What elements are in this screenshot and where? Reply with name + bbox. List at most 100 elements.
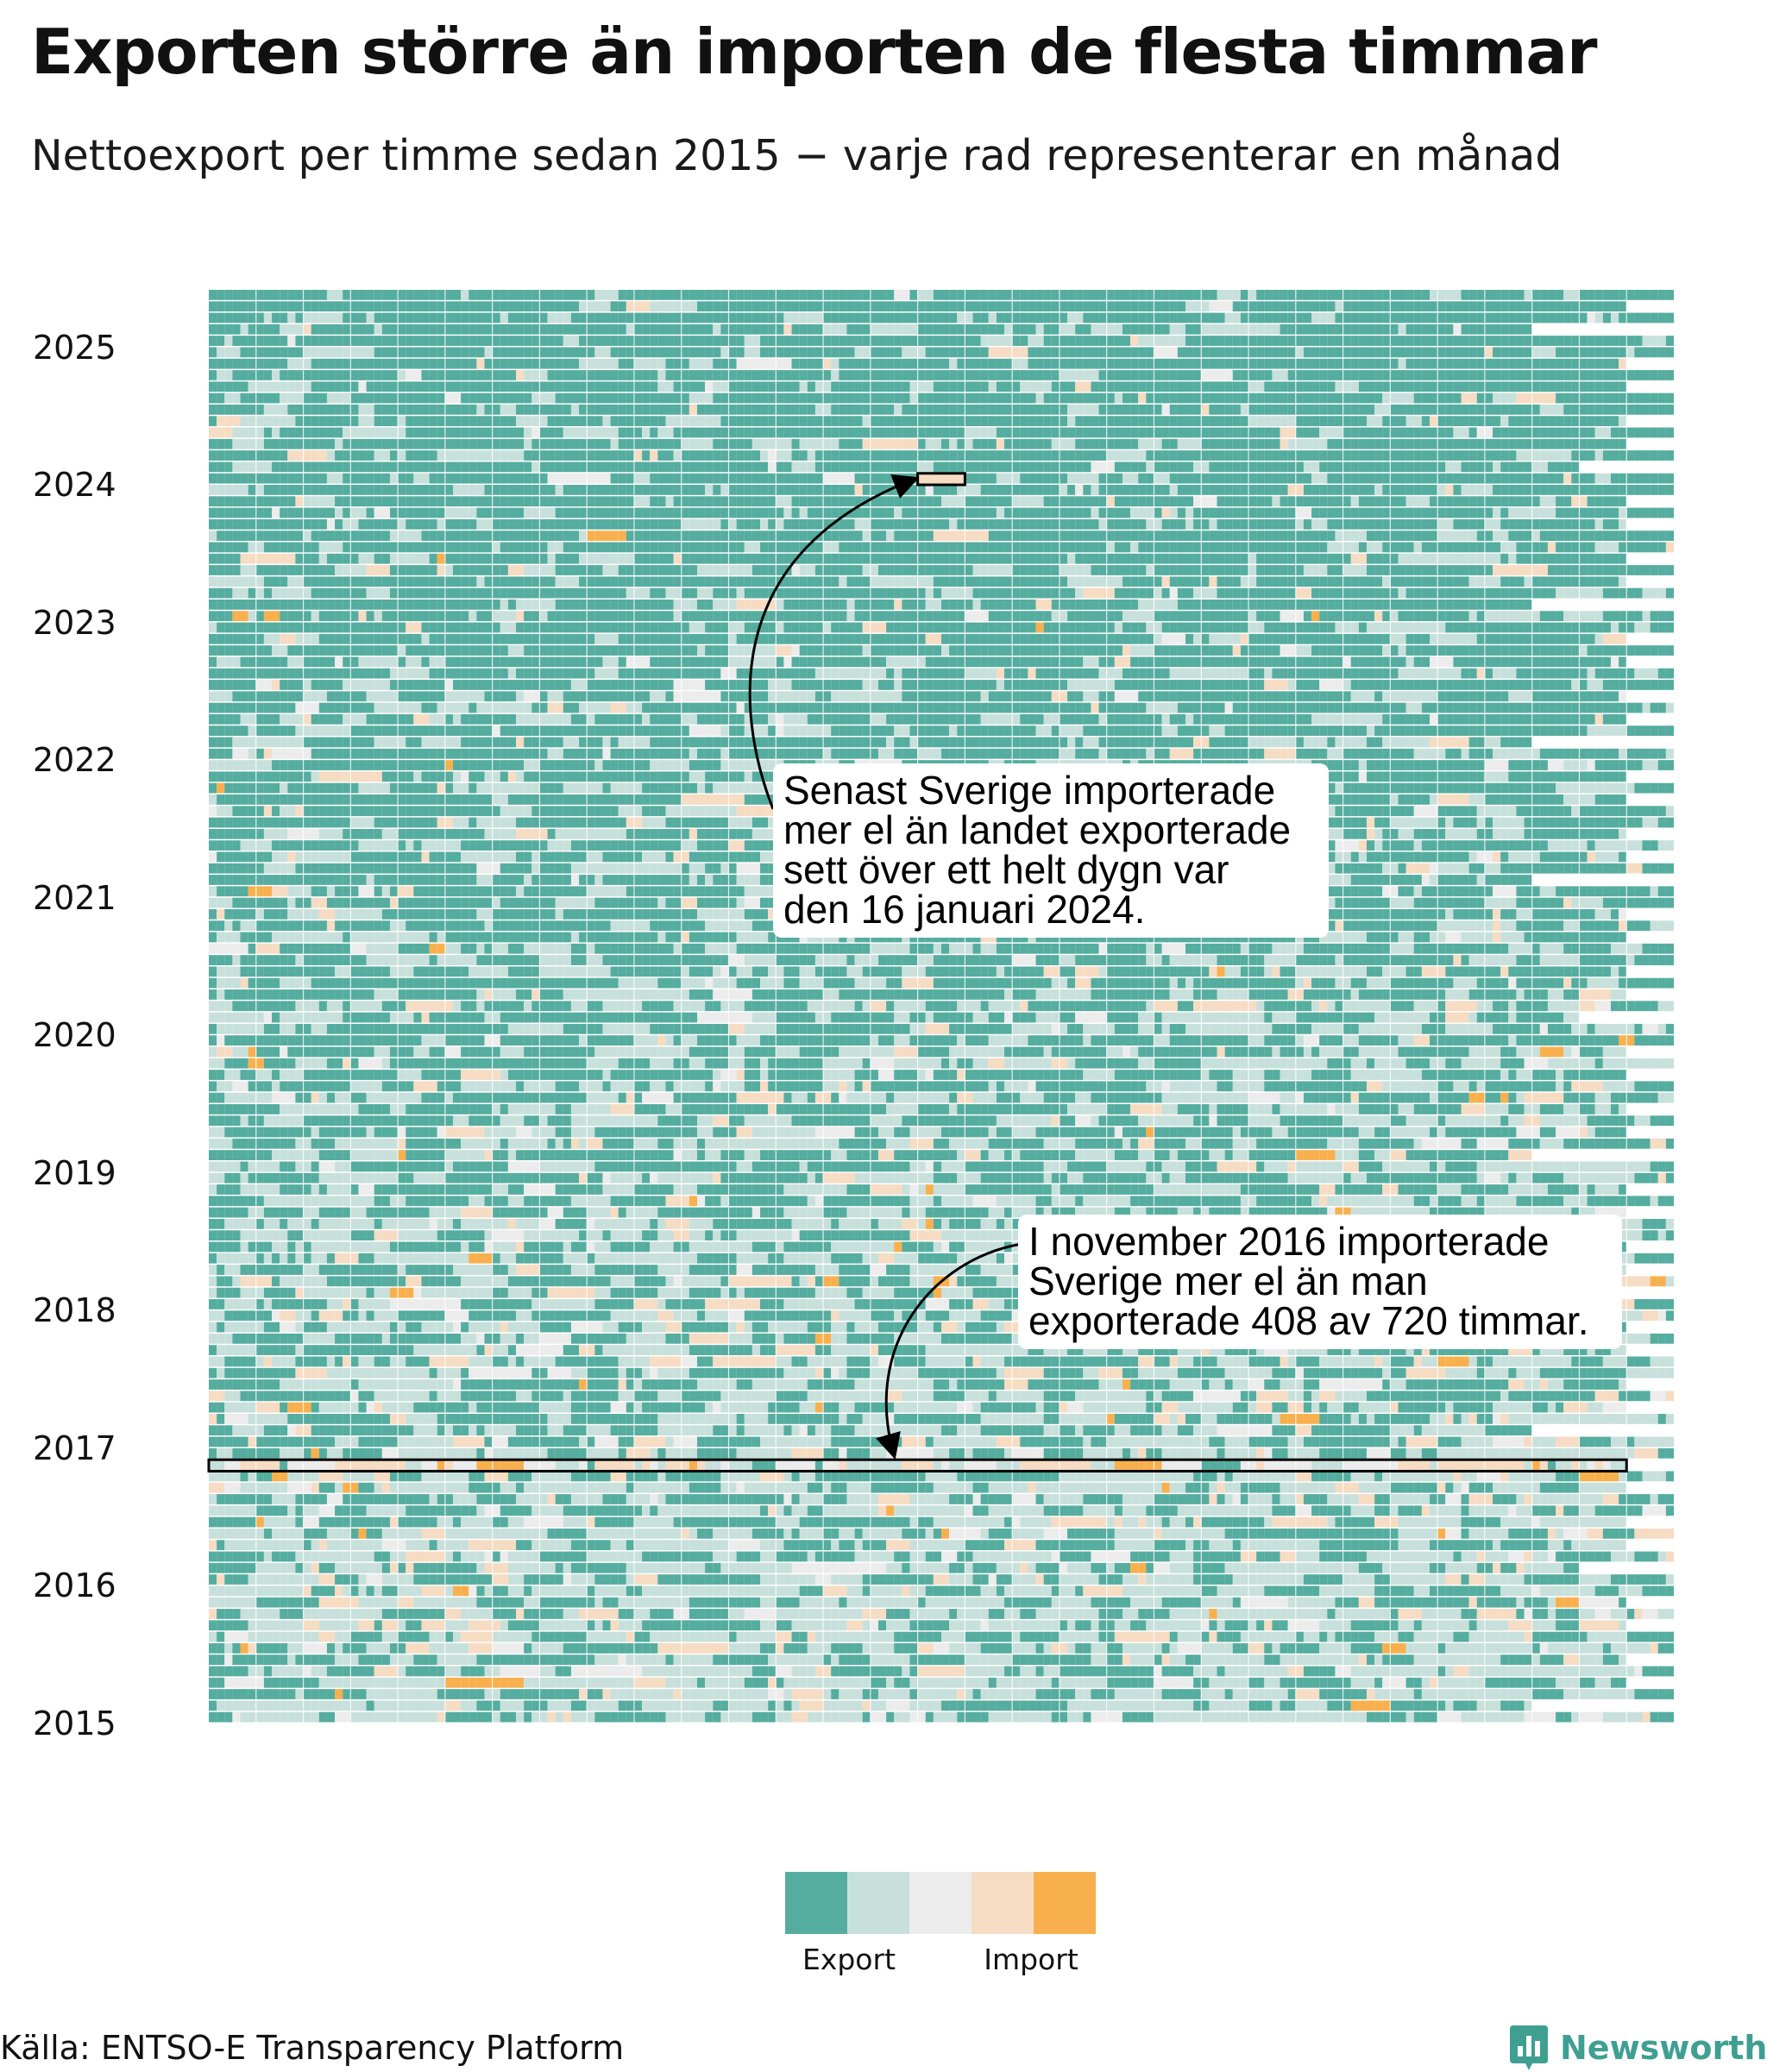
heatmap-cell xyxy=(673,1654,682,1666)
heatmap-cell xyxy=(468,1609,477,1619)
heatmap-cell xyxy=(925,1631,934,1642)
heatmap-cell xyxy=(689,1540,697,1551)
heatmap-cell xyxy=(1327,1654,1336,1666)
heatmap-cell xyxy=(1350,1460,1359,1470)
heatmap-cell xyxy=(1619,1471,1627,1482)
heatmap-cell xyxy=(1413,1516,1422,1528)
heatmap-cell xyxy=(1531,1654,1540,1666)
heatmap-cell xyxy=(626,1460,634,1470)
heatmap-cell xyxy=(744,1447,752,1459)
heatmap-cell xyxy=(1319,1597,1328,1608)
heatmap-cell xyxy=(1468,1516,1477,1528)
heatmap-cell xyxy=(1642,1574,1651,1585)
heatmap-cell xyxy=(287,1494,296,1504)
heatmap-cell xyxy=(1004,1562,1013,1573)
heatmap-cell xyxy=(209,1666,217,1677)
heatmap-cell xyxy=(681,1609,689,1619)
heatmap-cell xyxy=(814,1414,824,1424)
heatmap-cell xyxy=(1217,1540,1225,1551)
heatmap-cell xyxy=(689,1711,697,1723)
heatmap-cell xyxy=(326,1494,336,1504)
heatmap-cell xyxy=(1059,1482,1068,1493)
heatmap-cell xyxy=(555,1402,563,1413)
heatmap-cell xyxy=(1035,1700,1044,1711)
heatmap-cell xyxy=(909,1436,918,1447)
heatmap-cell xyxy=(618,1402,626,1413)
heatmap-cell xyxy=(1311,1597,1320,1608)
heatmap-cell xyxy=(1012,1642,1021,1654)
heatmap-cell xyxy=(1374,1436,1383,1447)
heatmap-cell xyxy=(280,1540,288,1551)
heatmap-cell xyxy=(602,1516,611,1528)
heatmap-cell xyxy=(1091,1620,1099,1631)
heatmap-cell xyxy=(406,1689,414,1699)
heatmap-cell xyxy=(917,1642,926,1654)
heatmap-cell xyxy=(555,1700,563,1711)
heatmap-cell xyxy=(1051,1425,1060,1436)
heatmap-cell xyxy=(1516,1528,1525,1539)
heatmap-cell xyxy=(1374,1642,1383,1654)
heatmap-cell xyxy=(539,1425,548,1436)
heatmap-cell xyxy=(263,1642,273,1654)
heatmap-cell xyxy=(957,1654,965,1666)
heatmap-cell xyxy=(1657,1666,1666,1677)
heatmap-cell xyxy=(1264,1574,1273,1585)
heatmap-cell xyxy=(1594,1642,1603,1654)
heatmap-cell xyxy=(925,1414,934,1424)
heatmap-cell xyxy=(1594,1551,1603,1562)
heatmap-cell xyxy=(1161,1666,1170,1677)
heatmap-cell xyxy=(318,1551,327,1562)
heatmap-cell xyxy=(1634,1609,1643,1619)
heatmap-cell xyxy=(1437,1562,1446,1573)
heatmap-cell xyxy=(374,1471,382,1482)
heatmap-cell xyxy=(444,1631,453,1642)
heatmap-cell xyxy=(1556,1436,1564,1447)
heatmap-cell xyxy=(429,1482,437,1493)
heatmap-cell xyxy=(1461,1620,1469,1631)
heatmap-cell xyxy=(807,1494,815,1504)
heatmap-cell xyxy=(272,1471,280,1482)
heatmap-cell xyxy=(1185,1516,1194,1528)
heatmap-cell xyxy=(563,1654,571,1666)
heatmap-cell xyxy=(846,1471,855,1482)
heatmap-cell xyxy=(1571,1447,1580,1459)
heatmap-cell xyxy=(633,1425,643,1436)
heatmap-cell xyxy=(421,1540,430,1551)
heatmap-cell xyxy=(1358,1574,1367,1585)
heatmap-cell xyxy=(697,1666,706,1677)
heatmap-cell xyxy=(272,1711,280,1723)
heatmap-cell xyxy=(255,1562,264,1573)
heatmap-cell xyxy=(814,1436,824,1447)
heatmap-cell xyxy=(1114,1494,1122,1504)
heatmap-cell xyxy=(751,1471,761,1482)
heatmap-cell xyxy=(1516,1654,1525,1666)
heatmap-cell xyxy=(1563,1666,1572,1677)
heatmap-cell xyxy=(1476,1700,1485,1711)
heatmap-cell xyxy=(602,1528,611,1539)
heatmap-cell xyxy=(358,1482,367,1493)
heatmap-cell xyxy=(1327,1494,1336,1504)
heatmap-cell xyxy=(1453,1574,1462,1585)
heatmap-cell xyxy=(791,1425,800,1436)
heatmap-cell xyxy=(1059,1551,1068,1562)
heatmap-cell xyxy=(579,1494,588,1504)
heatmap-cell xyxy=(1209,1689,1217,1699)
heatmap-cell xyxy=(941,1609,950,1619)
heatmap-cell xyxy=(579,1574,588,1585)
heatmap-cell xyxy=(925,1689,934,1699)
heatmap-cell xyxy=(633,1505,643,1516)
heatmap-cell xyxy=(1335,1620,1343,1631)
heatmap-cell xyxy=(1130,1597,1139,1608)
heatmap-cell xyxy=(1437,1666,1446,1677)
heatmap-cell xyxy=(248,1425,256,1436)
heatmap-cell xyxy=(1398,1436,1406,1447)
heatmap-cell xyxy=(311,1471,319,1482)
heatmap-cell xyxy=(720,1516,729,1528)
heatmap-cell xyxy=(421,1631,430,1642)
heatmap-cell xyxy=(1012,1460,1021,1470)
heatmap-cell xyxy=(1343,1482,1351,1493)
heatmap-cell xyxy=(1508,1654,1517,1666)
heatmap-cell xyxy=(1193,1425,1202,1436)
heatmap-cell xyxy=(870,1447,878,1459)
heatmap-cell xyxy=(1508,1425,1517,1436)
